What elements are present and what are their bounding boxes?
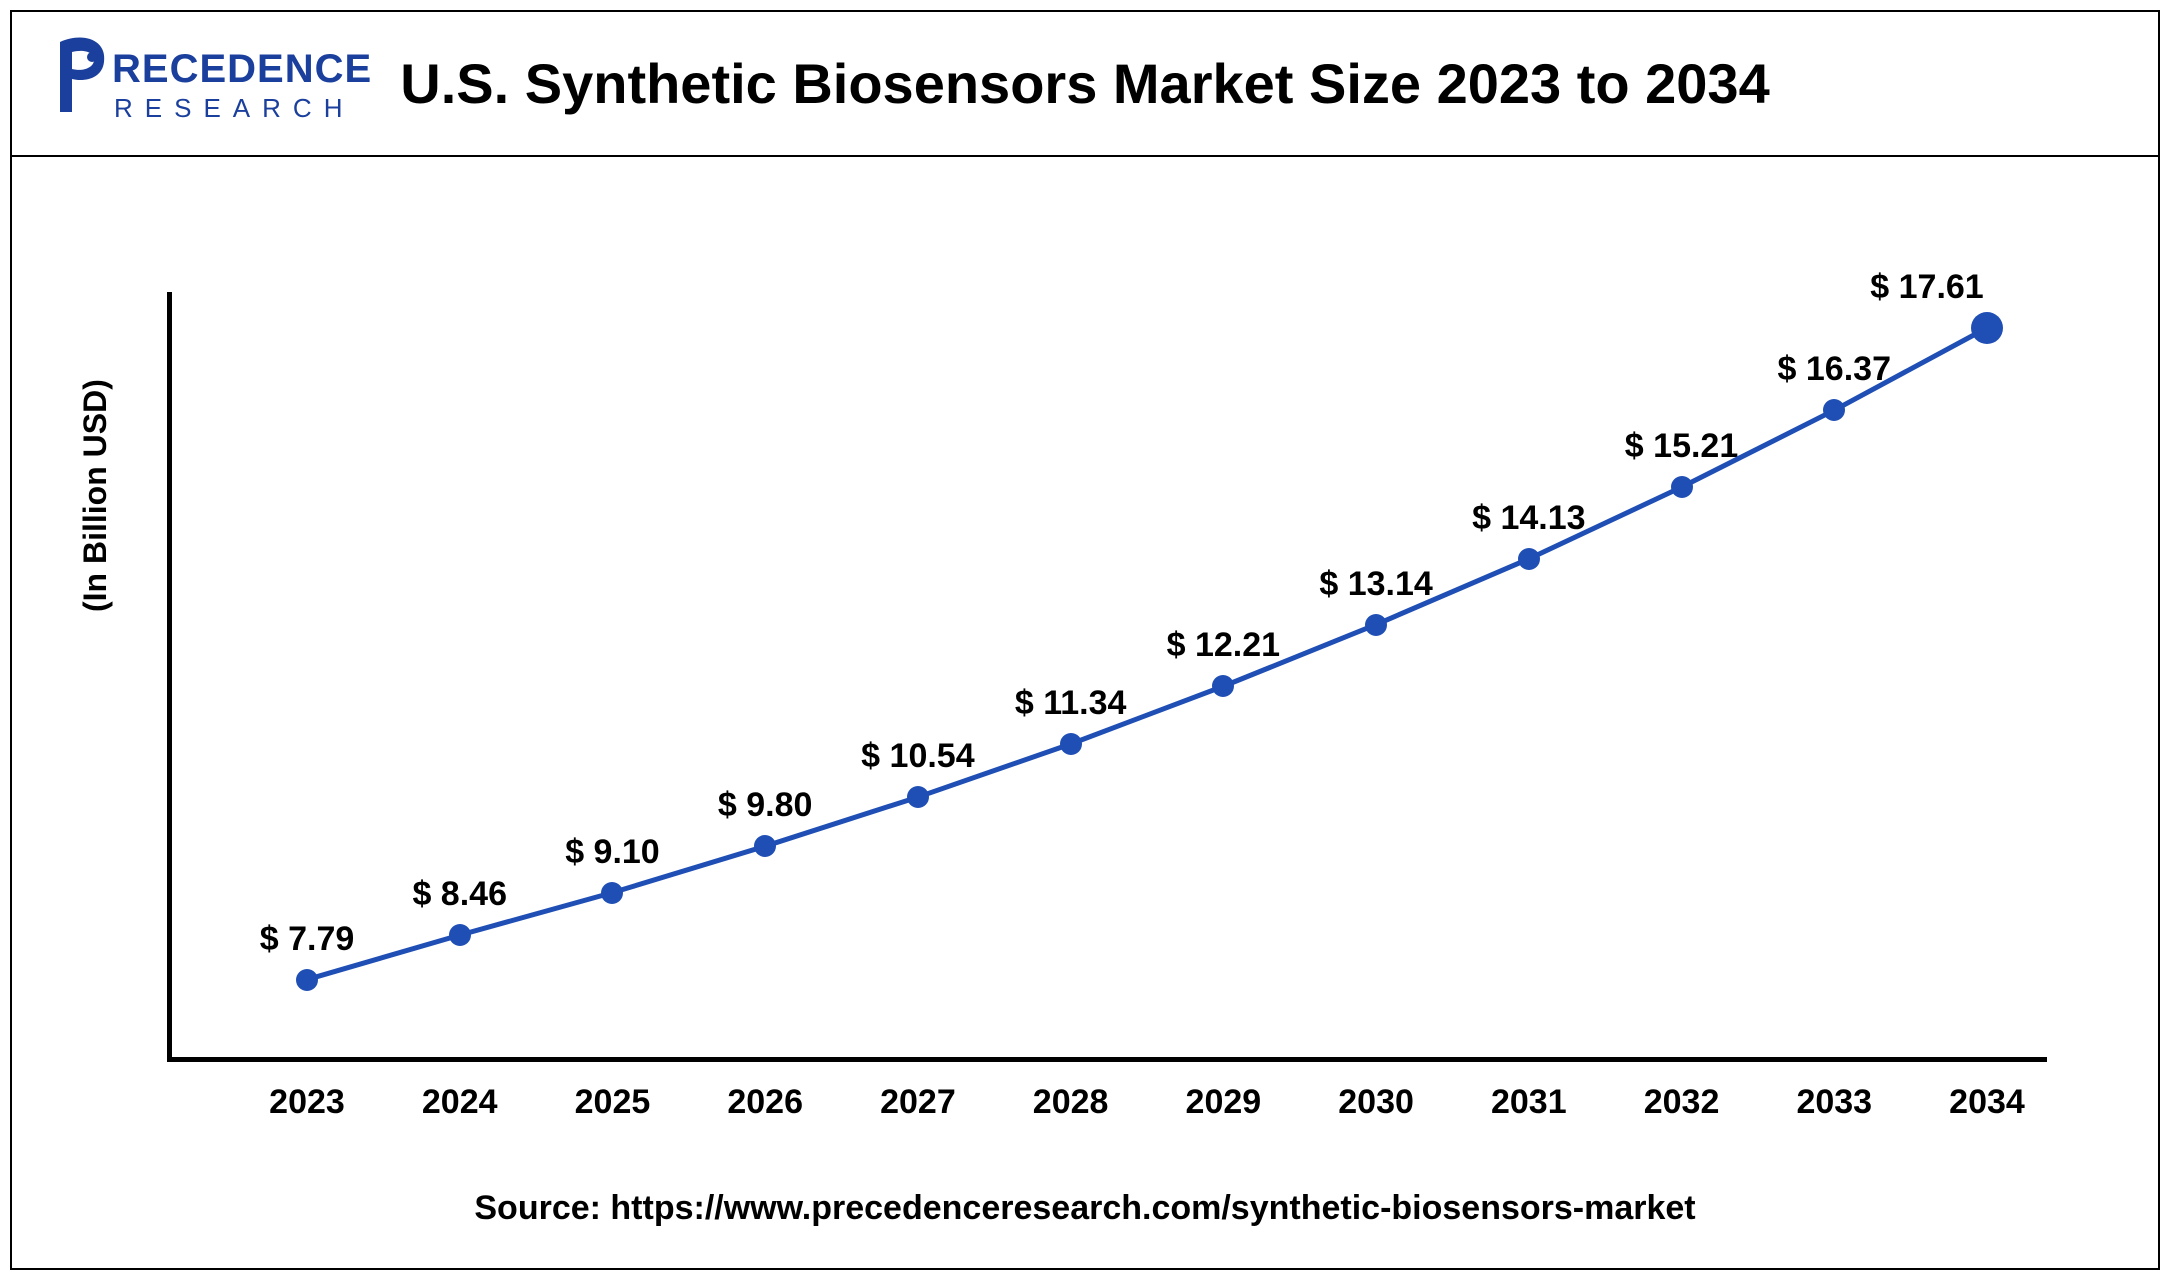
x-tick-label: 2027 [880, 1083, 956, 1122]
data-point [754, 835, 776, 857]
data-point [1971, 312, 2003, 344]
logo-sub-text: RESEARCH [114, 93, 354, 123]
logo: RECEDENCE RESEARCH [42, 27, 392, 137]
x-tick-label: 2023 [269, 1083, 345, 1122]
chart-container: RECEDENCE RESEARCH U.S. Synthetic Biosen… [10, 10, 2160, 1270]
x-tick-label: 2025 [575, 1083, 651, 1122]
x-tick-label: 2026 [727, 1083, 803, 1122]
data-point [1365, 614, 1387, 636]
x-tick-label: 2032 [1644, 1083, 1720, 1122]
logo-main-text: RECEDENCE [112, 47, 372, 91]
y-axis-label: (In Billion USD) [77, 379, 114, 612]
x-tick-label: 2031 [1491, 1083, 1567, 1122]
x-tick-label: 2033 [1796, 1083, 1872, 1122]
chart-area: $ 7.792023$ 8.462024$ 9.102025$ 9.802026… [167, 292, 2047, 1062]
x-tick-label: 2024 [422, 1083, 498, 1122]
data-point [1518, 548, 1540, 570]
data-point [1823, 399, 1845, 421]
x-tick-label: 2030 [1338, 1083, 1414, 1122]
x-tick-label: 2028 [1033, 1083, 1109, 1122]
data-point [296, 969, 318, 991]
data-point [1060, 733, 1082, 755]
data-point [907, 786, 929, 808]
line-path [167, 292, 2047, 1062]
data-point [1671, 476, 1693, 498]
source-text: Source: https://www.precedenceresearch.c… [12, 1189, 2158, 1228]
header: RECEDENCE RESEARCH U.S. Synthetic Biosen… [12, 12, 2158, 157]
x-tick-label: 2034 [1949, 1083, 2025, 1122]
data-point [1212, 675, 1234, 697]
data-point [449, 924, 471, 946]
x-tick-label: 2029 [1186, 1083, 1262, 1122]
data-point [601, 882, 623, 904]
